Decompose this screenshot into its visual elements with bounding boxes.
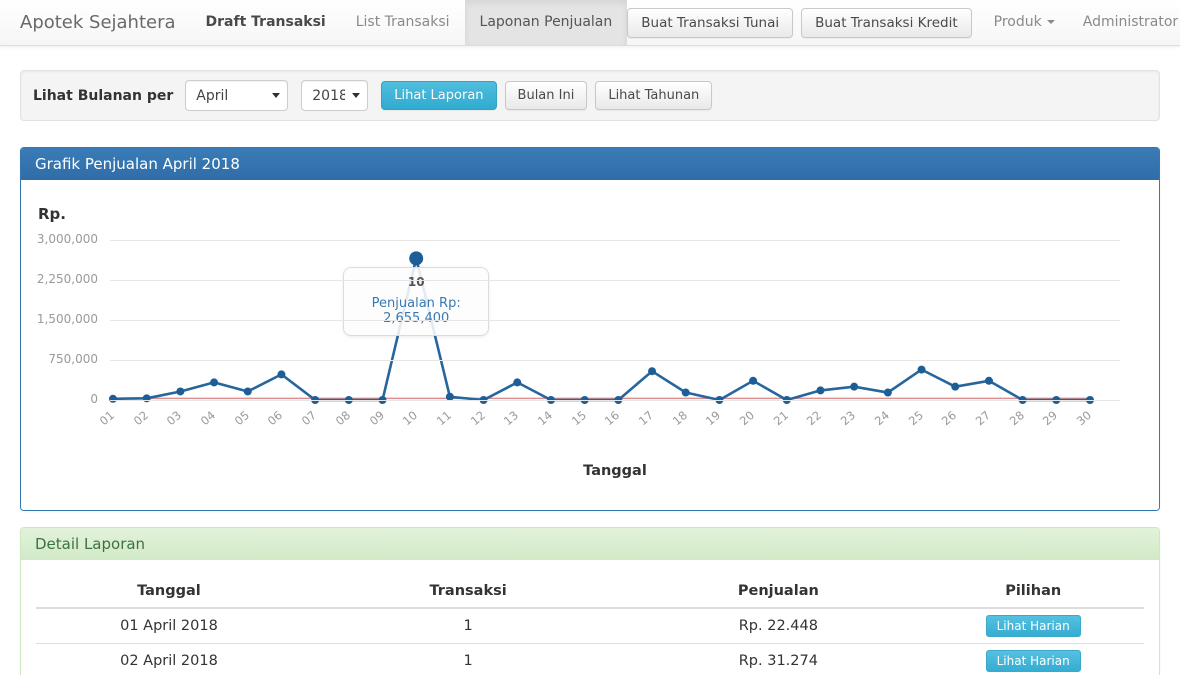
table-row: 02 April 2018 1 Rp. 31.274 Lihat Harian [36,643,1144,675]
y-axis-unit-label: Rp. [38,205,66,223]
gridline [110,320,1120,321]
cell-tanggal: 02 April 2018 [36,643,302,675]
month-select[interactable]: April [185,80,289,111]
report-filter-bar: Lihat Bulanan per April 2018 Lihat Lapor… [20,70,1160,121]
col-header-penjualan: Penjualan [634,575,923,609]
chart-panel-title: Grafik Penjualan April 2018 [21,148,1159,180]
buat-transaksi-tunai-button[interactable]: Buat Transaksi Tunai [627,7,794,38]
lihat-harian-button[interactable]: Lihat Harian [985,615,1081,637]
gridline [110,280,1120,281]
lihat-laporan-button[interactable]: Lihat Laporan [381,81,497,110]
nav-item-list-transaksi[interactable]: List Transaksi [355,14,450,30]
col-header-tanggal: Tanggal [36,575,302,609]
gridline [110,360,1120,361]
y-tick-label: 3,000,000 [36,232,98,246]
cell-transaksi: 1 [463,618,473,634]
main-nav: Draft Transaksi List Transaksi Laponan P… [191,0,628,45]
administrator-dropdown[interactable]: Administrator [1069,0,1180,45]
bulan-ini-button[interactable]: Bulan Ini [504,81,588,110]
produk-dropdown-label: Produk [993,14,1042,30]
cell-tanggal: 01 April 2018 [120,618,218,634]
x-axis-title: Tanggal [583,463,647,479]
cell-penjualan: Rp. 31.274 [634,643,923,675]
administrator-dropdown-label: Administrator [1082,14,1179,30]
filter-label: Lihat Bulanan per [33,87,174,104]
detail-report-panel: Detail Laporan Tanggal Transaksi Penjual… [20,527,1160,675]
navbar: Apotek Sejahtera Draft Transaksi List Tr… [0,0,1180,46]
daily-sales-table: Tanggal Transaksi Penjualan Pilihan 01 A… [36,575,1144,675]
nav-item-laporan-penjualan[interactable]: Laponan Penjualan [464,0,628,45]
sales-line-chart[interactable]: Rp. 10 Penjualan Rp: 2,655,400 Tanggal 0… [36,195,1144,495]
cell-penjualan: Rp. 22.448 [738,618,818,634]
cell-transaksi: 1 [301,643,635,675]
nav-item-draft-transaksi[interactable]: Draft Transaksi [205,14,326,30]
chevron-down-icon [1046,20,1055,24]
buat-transaksi-kredit-button[interactable]: Buat Transaksi Kredit [801,7,972,38]
tooltip-day: 10 [407,275,425,290]
gridline [110,240,1120,241]
col-header-transaksi: Transaksi [301,575,635,609]
y-tick-label: 750,000 [48,352,98,366]
sales-chart-panel: Grafik Penjualan April 2018 Rp. 10 Penju… [20,147,1160,511]
navbar-right: Buat Transaksi Tunai Buat Transaksi Kred… [627,0,1180,45]
year-select[interactable]: 2018 [301,80,369,111]
tooltip-value: Penjualan Rp: 2,655,400 [371,296,461,327]
detail-panel-title: Detail Laporan [21,528,1159,560]
chart-panel-body: Rp. 10 Penjualan Rp: 2,655,400 Tanggal 0… [21,180,1159,510]
app-brand[interactable]: Apotek Sejahtera [20,12,176,33]
lihat-tahunan-button[interactable]: Lihat Tahunan [595,81,713,110]
table-row: 01 April 2018 1 Rp. 22.448 Lihat Harian [36,608,1144,644]
produk-dropdown[interactable]: Produk [980,0,1069,45]
chart-tooltip: 10 Penjualan Rp: 2,655,400 [343,267,490,337]
col-header-pilihan: Pilihan [922,575,1144,609]
lihat-harian-button[interactable]: Lihat Harian [985,650,1081,672]
detail-panel-body: Tanggal Transaksi Penjualan Pilihan 01 A… [21,560,1159,675]
y-tick-label: 0 [90,392,98,406]
gridline [110,400,1120,401]
table-header-row: Tanggal Transaksi Penjualan Pilihan [36,575,1144,609]
y-tick-label: 2,250,000 [36,272,98,286]
y-tick-label: 1,500,000 [36,312,98,326]
